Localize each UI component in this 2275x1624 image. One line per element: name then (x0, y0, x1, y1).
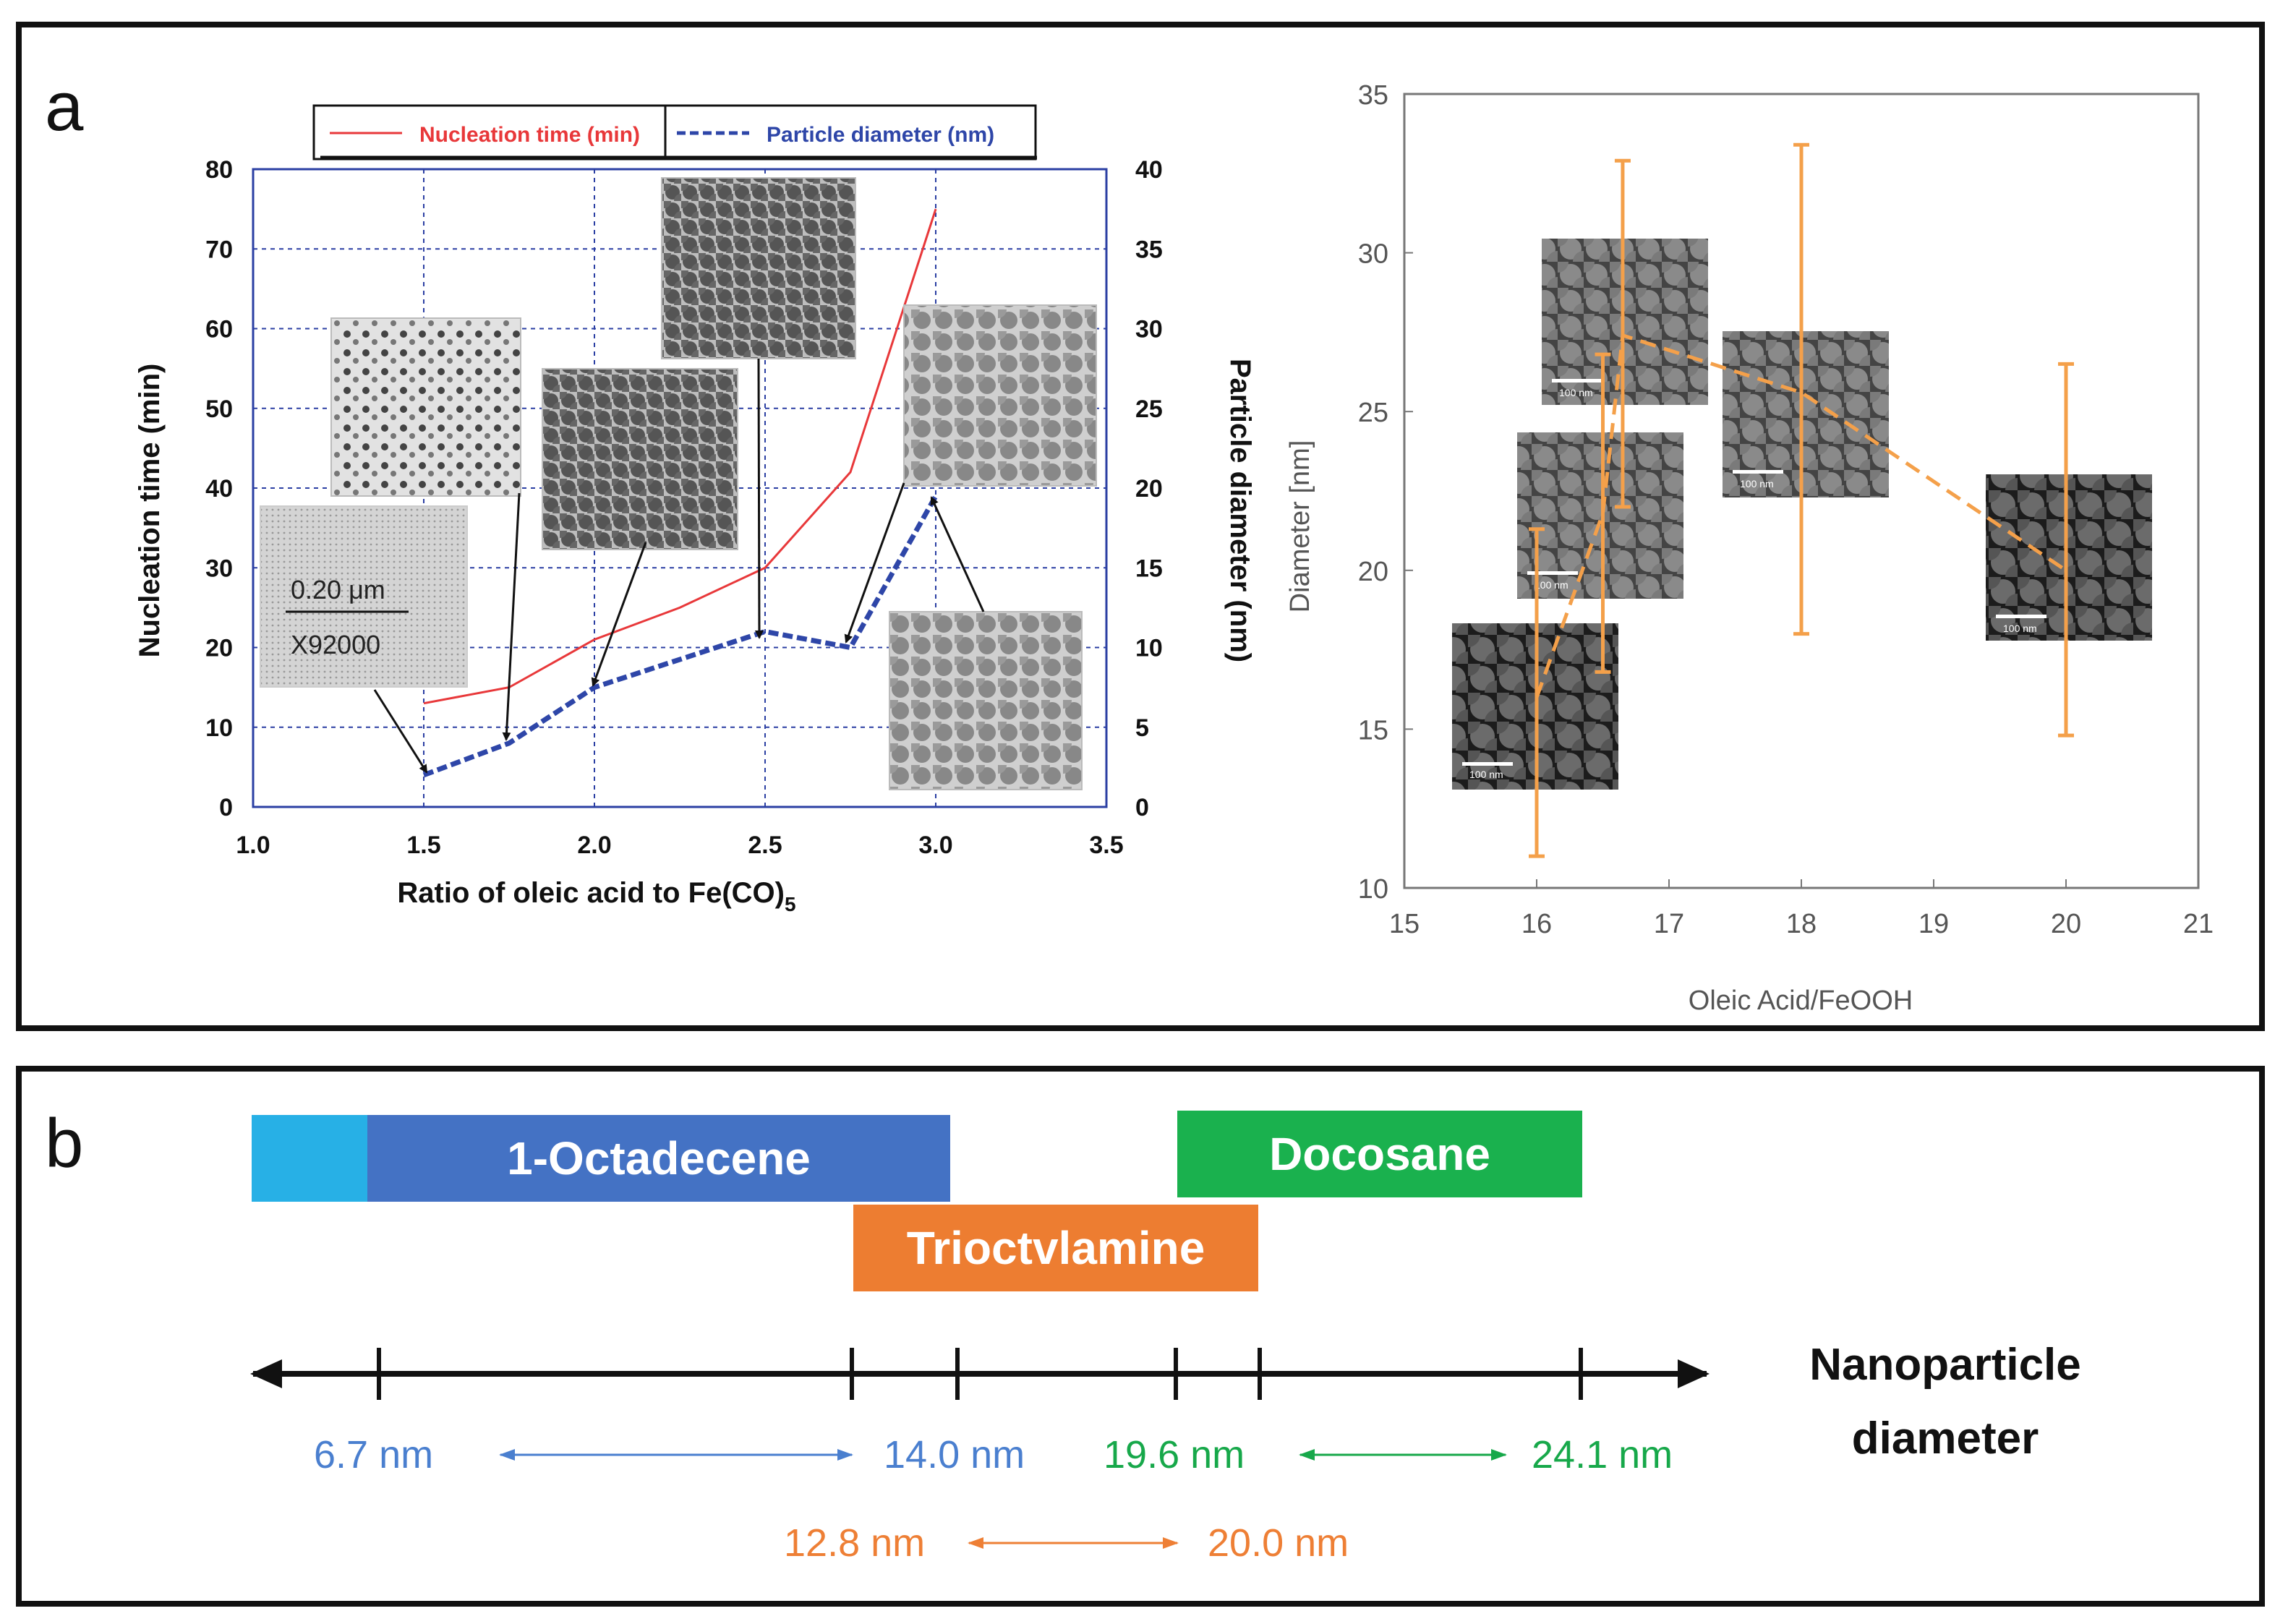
panel-a-label: a (45, 68, 84, 145)
y-tick-label: 30 (205, 555, 233, 582)
y2-tick-label: 5 (1135, 714, 1149, 742)
y-tick-label: 70 (205, 236, 233, 263)
y-tick-label: 10 (205, 714, 233, 742)
y2-tick-label: 20 (1135, 475, 1163, 503)
tem-inset-ratio-2-75 (889, 611, 1083, 790)
y-tick-label: 0 (219, 794, 233, 821)
scale-label-3: 100 nm (1559, 387, 1593, 398)
tem-inset-20 (1986, 474, 2152, 641)
y2-tick-label: 35 (1135, 236, 1163, 263)
panel-a: a (16, 22, 2265, 1031)
trioctylamine-min: 12.8 nm (784, 1521, 925, 1565)
bar-1-octadecene: 1-Octadecene (367, 1115, 950, 1202)
bar-small-range (252, 1115, 367, 1202)
x-tick-label: 15 (1389, 909, 1420, 939)
y2-tick-label: 15 (1135, 555, 1163, 582)
tem-inset-18 (1723, 331, 1889, 497)
tem-inset-ratio-1-75 (330, 317, 521, 497)
panel-b: b 1-Octadecene Docosane Trioctvlamine (16, 1066, 2265, 1607)
left-chart-y2label: Particle diameter (nm) (1224, 359, 1256, 662)
right-chart-series (1529, 142, 2074, 858)
x-tick-label: 21 (2183, 909, 2214, 939)
nucleation-diameter-chart: 1.0 1.5 2.0 2.5 3.0 3.5 0 10 20 30 40 50 60 70 80 0 5 10 1… (134, 104, 1256, 915)
y-tick-label: 25 (1358, 398, 1388, 428)
y2-tick-label: 30 (1135, 316, 1163, 343)
docosane-min: 19.6 nm (1104, 1433, 1245, 1476)
bar-trioctylamine: Trioctvlamine (853, 1205, 1258, 1291)
bar-docosane: Docosane (1177, 1111, 1582, 1197)
right-chart-ylabel: Diameter [nm] (1285, 440, 1315, 613)
left-chart-ticks: 1.0 1.5 2.0 2.5 3.0 3.5 0 10 20 30 40 50 60 70 80 0 5 10 1… (205, 156, 1163, 859)
y-tick-label: 50 (205, 396, 233, 423)
tem-inset-ratio-2-5 (661, 177, 856, 359)
x-tick-label: 1.5 (406, 832, 440, 859)
y2-tick-label: 0 (1135, 794, 1149, 821)
y-tick-label: 20 (1358, 557, 1388, 587)
left-chart-legend: Nucleation time (min) Particle diameter … (312, 104, 1037, 161)
x-tick-label: 17 (1654, 909, 1684, 939)
tem-inset-ratio-2-0 (542, 368, 738, 550)
tem-inset-16-65 (1542, 239, 1708, 405)
right-chart-xlabel: Oleic Acid/FeOOH (1689, 986, 1913, 1016)
scale-label-2: 100 nm (1535, 579, 1568, 591)
tem-inset-ratio-3-0 (903, 304, 1097, 487)
octadecene-min: 6.7 nm (314, 1433, 433, 1476)
diameter-axis-ticks (377, 1348, 1583, 1400)
panel-b-label: b (45, 1105, 84, 1182)
y-tick-label: 40 (205, 475, 233, 503)
y-tick-label: 80 (205, 156, 233, 184)
docosane-max: 24.1 nm (1532, 1433, 1673, 1476)
right-scale-bars: 100 nm 100 nm 100 nm 100 nm 100 nm (1462, 379, 2046, 780)
y2-tick-label: 25 (1135, 396, 1163, 423)
legend-nucleation-label: Nucleation time (min) (419, 123, 640, 147)
axis-label-line1: Nanoparticle (1809, 1340, 2081, 1390)
x-tick-label: 3.0 (918, 832, 952, 859)
y-tick-label: 35 (1358, 80, 1388, 111)
y-tick-label: 60 (205, 316, 233, 343)
y2-tick-label: 40 (1135, 156, 1163, 184)
left-chart-frame (252, 168, 1108, 808)
x-tick-label: 3.5 (1089, 832, 1123, 859)
x-tick-label: 16 (1521, 909, 1552, 939)
x-tick-label: 2.5 (748, 832, 782, 859)
octadecene-max: 14.0 nm (884, 1433, 1025, 1476)
x-tick-label: 2.0 (577, 832, 611, 859)
tem-inset-ratio-1-5: 0.20 μm X92000 (260, 505, 468, 688)
diameter-series-line (422, 495, 939, 778)
x-tick-label: 1.0 (236, 832, 270, 859)
diameter-axis: 6.7 nm 14.0 nm 19.6 nm 24.1 nm 12.8 nm 2… (250, 1340, 2081, 1565)
x-tick-label: 20 (2051, 909, 2081, 939)
range-labels: 6.7 nm 14.0 nm 19.6 nm 24.1 nm 12.8 nm 2… (314, 1433, 1673, 1565)
scale-label-1: 100 nm (1469, 769, 1503, 780)
x-tick-label: 18 (1786, 909, 1817, 939)
x-tick-label: 19 (1918, 909, 1949, 939)
y2-tick-label: 10 (1135, 635, 1163, 662)
scale-bar-length: 0.20 μm (291, 575, 385, 604)
axis-label-line2: diameter (1852, 1414, 2039, 1463)
y-tick-label: 20 (205, 635, 233, 662)
tem-inset-16-5 (1517, 432, 1683, 599)
left-chart-ylabel: Nucleation time (min) (134, 364, 166, 658)
tem-pointer-arrows (373, 358, 985, 774)
y-tick-label: 15 (1358, 715, 1388, 745)
y-tick-label: 30 (1358, 239, 1388, 270)
y-tick-label: 10 (1358, 874, 1388, 905)
scale-label-5: 100 nm (2003, 623, 2037, 634)
trioctylamine-max: 20.0 nm (1208, 1521, 1349, 1565)
legend-diameter-label: Particle diameter (nm) (767, 123, 994, 147)
scale-bar-magnification: X92000 (291, 630, 380, 659)
scale-label-4: 100 nm (1740, 478, 1774, 490)
